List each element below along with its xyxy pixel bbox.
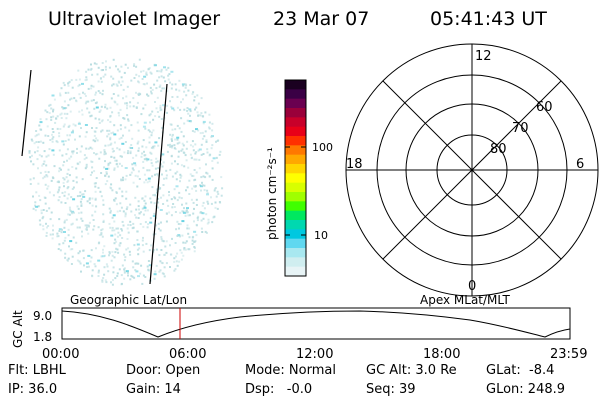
colorbar-segment [285, 201, 306, 212]
status-flt: Flt: LBHL [8, 363, 66, 378]
timeline-y-axis-label: GC Alt [11, 310, 25, 348]
colorbar-segment [285, 145, 306, 156]
colorbar-unit-label: photon cm⁻²s⁻¹ [265, 147, 279, 240]
colorbar-segment [285, 229, 306, 240]
status-mode: Mode: Normal [245, 363, 336, 378]
timeline-xtick-1800: 18:00 [423, 347, 460, 362]
geographic-latlon-label: Geographic Lat/Lon [70, 293, 188, 307]
timeline-xtick-0600: 06:00 [169, 347, 206, 362]
apex-mlat-mlt-label: Apex MLat/MLT [420, 293, 510, 307]
lat-label-60: 60 [536, 100, 553, 115]
colorbar-segment [285, 257, 306, 268]
colorbar-segment [285, 108, 306, 118]
colorbar-segment [285, 164, 306, 174]
mlt-label-18: 18 [346, 157, 363, 172]
colorbar-tick-label-100: 100 [312, 141, 333, 154]
geo-boundary-line-left [21, 69, 32, 157]
colorbar-segment [285, 126, 306, 137]
colorbar-segment [285, 238, 306, 249]
status-glat: GLat: -8.4 [486, 363, 555, 378]
status-door: Door: Open [126, 363, 201, 378]
geo-boundary-line-right [149, 83, 168, 285]
colorbar-segment [285, 192, 306, 202]
status-glon: GLon: 248.9 [486, 382, 566, 397]
colorbar-segment [285, 210, 306, 221]
instrument-title: Ultraviolet Imager [48, 8, 221, 30]
colorbar-frame [284, 79, 307, 277]
lat-label-70: 70 [512, 121, 529, 136]
timeline-frame [61, 307, 571, 340]
mlt-label-12: 12 [475, 49, 492, 64]
status-gc-alt: GC Alt: 3.0 Re [366, 363, 457, 378]
colorbar-segment [285, 266, 306, 277]
colorbar-gradient [285, 80, 306, 277]
lat-label-80: 80 [490, 142, 507, 157]
observation-date: 23 Mar 07 [273, 8, 370, 30]
colorbar-segment [285, 89, 306, 100]
mlt-label-6: 6 [576, 157, 584, 172]
observation-time: 05:41:43 UT [430, 8, 547, 30]
colorbar-segment [285, 80, 306, 90]
status-gain: Gain: 14 [126, 382, 181, 397]
colorbar-segment [285, 136, 306, 146]
timeline-ytick-1-8: 1.8 [33, 330, 52, 344]
colorbar-segment [285, 117, 306, 128]
timeline-xtick-0000: 00:00 [42, 347, 79, 362]
status-dsp: Dsp: -0.0 [245, 382, 313, 397]
timeline-ytick-9: 9.0 [33, 309, 52, 323]
status-seq: Seq: 39 [366, 382, 416, 397]
colorbar-segment [285, 248, 306, 258]
colorbar-segment [285, 182, 306, 193]
timeline-xtick-1200: 12:00 [296, 347, 333, 362]
mlt-label-0: 0 [468, 279, 476, 294]
colorbar-tick-label-10: 10 [314, 229, 328, 242]
mlt-line-diag-b [382, 80, 562, 260]
colorbar-segment [285, 154, 306, 165]
emission-speckles [28, 58, 224, 286]
status-ip: IP: 36.0 [8, 382, 58, 397]
timeline-xtick-2359: 23:59 [550, 347, 587, 362]
colorbar-segment [285, 98, 306, 109]
colorbar-segment [285, 173, 306, 184]
colorbar-segment [285, 220, 306, 230]
altitude-curve [61, 310, 571, 338]
